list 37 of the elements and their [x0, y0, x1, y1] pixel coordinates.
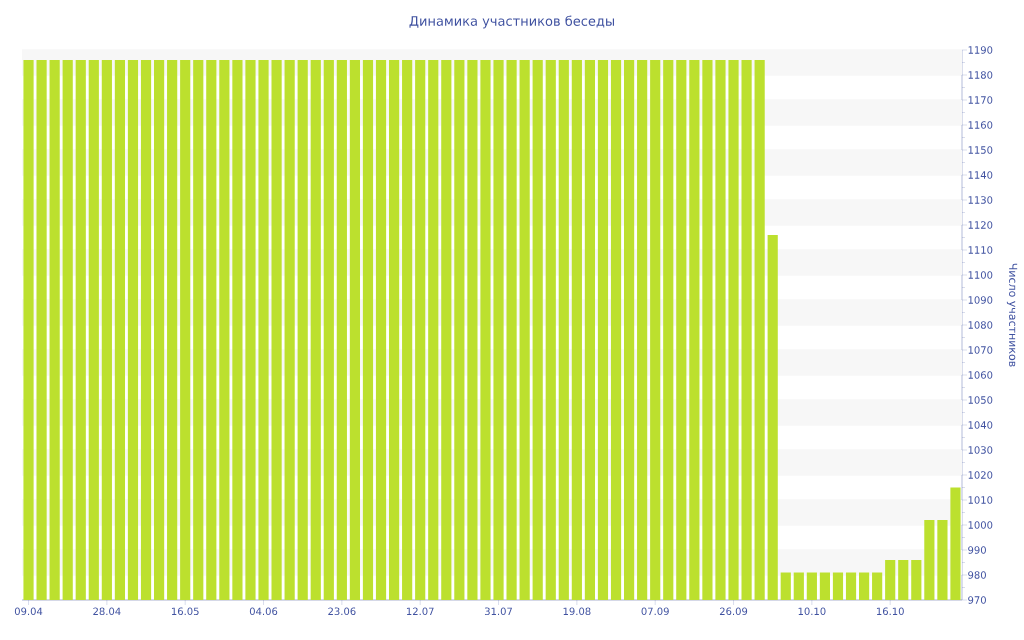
y-tick-label: 1190	[968, 46, 993, 54]
y-tick-label: 1090	[968, 296, 993, 304]
y-tick-label: 1000	[968, 521, 993, 529]
y-tick-label: 1010	[968, 496, 993, 504]
y-tick-label: 1140	[968, 171, 993, 179]
y-axis-title: Число участников	[1006, 263, 1018, 367]
y-tick-label: 1020	[968, 471, 993, 479]
x-tick-label: 09.04	[14, 607, 43, 616]
y-tick-label: 980	[968, 571, 986, 579]
y-tick-label: 1110	[968, 246, 993, 254]
x-tick-label: 07.09	[641, 607, 669, 616]
x-tick-label: 28.04	[93, 607, 121, 616]
y-tick-label: 1070	[968, 346, 993, 354]
x-tick-label: 16.10	[876, 607, 904, 616]
y-tick-label: 970	[968, 596, 986, 604]
y-tick-label: 1100	[968, 271, 993, 279]
y-tick-label: 1040	[968, 421, 993, 429]
y-tick-label: 1120	[968, 221, 993, 229]
x-tick-label: 26.09	[719, 607, 748, 616]
x-tick-label: 16.05	[171, 607, 199, 616]
x-tick-label: 04.06	[249, 607, 278, 616]
y-tick-label: 1130	[968, 196, 993, 204]
y-tick-label: 1160	[968, 121, 993, 129]
y-tick-label: 1180	[968, 71, 993, 79]
x-tick-label: 19.08	[563, 607, 591, 616]
y-tick-label: 1050	[968, 396, 993, 404]
x-tick-label: 23.06	[328, 607, 356, 616]
y-tick-label: 1060	[968, 371, 993, 379]
y-tick-label: 1170	[968, 96, 993, 104]
x-tick-label: 12.07	[406, 607, 434, 616]
y-tick-label: 1150	[968, 146, 993, 154]
y-tick-label: 990	[968, 546, 986, 554]
x-tick-label: 31.07	[484, 607, 512, 616]
chart-title: Динамика участников беседы	[409, 15, 615, 29]
x-tick-label: 10.10	[798, 607, 826, 616]
y-tick-label: 1080	[968, 321, 993, 329]
y-tick-label: 1030	[968, 446, 993, 454]
